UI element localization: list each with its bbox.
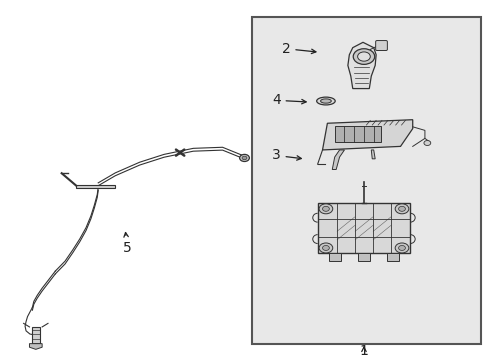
Circle shape [394, 204, 408, 214]
Circle shape [322, 206, 329, 211]
Circle shape [322, 246, 329, 251]
Circle shape [357, 52, 369, 61]
Circle shape [352, 49, 374, 64]
Circle shape [319, 204, 332, 214]
Polygon shape [76, 185, 115, 188]
Text: 3: 3 [271, 148, 301, 162]
Circle shape [319, 243, 332, 253]
Polygon shape [370, 150, 374, 159]
Text: 1: 1 [359, 344, 367, 358]
Circle shape [398, 206, 405, 211]
Bar [328, 253, 340, 261]
Bar [357, 253, 369, 261]
Ellipse shape [320, 99, 330, 103]
Bar [334, 126, 380, 142]
Ellipse shape [316, 97, 334, 105]
Circle shape [239, 154, 249, 162]
Polygon shape [331, 150, 344, 170]
Circle shape [394, 243, 408, 253]
Circle shape [423, 140, 430, 145]
Polygon shape [29, 344, 42, 349]
FancyBboxPatch shape [375, 41, 386, 50]
Polygon shape [322, 120, 412, 150]
Bar [317, 203, 409, 253]
Text: 2: 2 [281, 42, 315, 56]
Bar [251, 17, 480, 344]
Text: 5: 5 [123, 233, 132, 255]
Bar [32, 327, 40, 345]
Circle shape [398, 246, 405, 251]
Circle shape [242, 156, 246, 160]
Bar [386, 253, 398, 261]
Polygon shape [347, 42, 375, 89]
Text: 4: 4 [271, 93, 305, 107]
